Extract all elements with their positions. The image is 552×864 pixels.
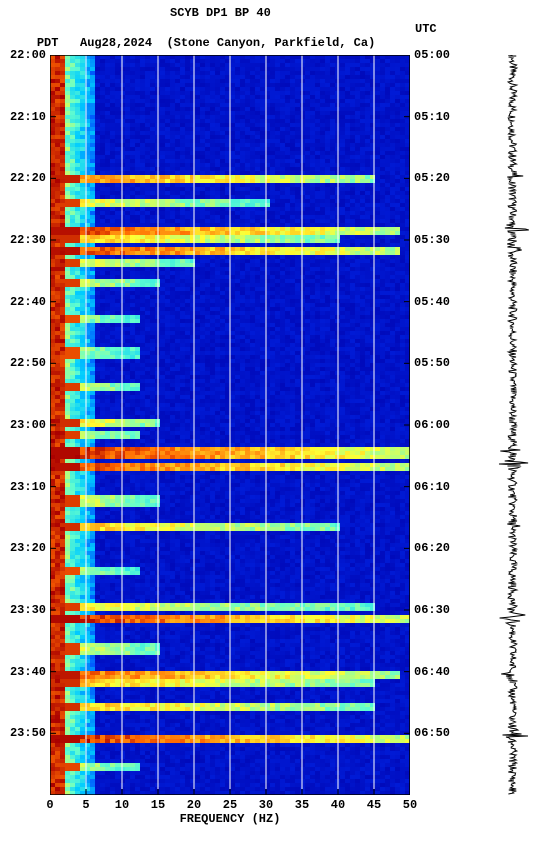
tz-right-label: UTC bbox=[415, 22, 437, 36]
right-time-tick: 06:20 bbox=[414, 541, 450, 555]
left-time-tick: 22:20 bbox=[10, 171, 46, 185]
header-date: Aug28,2024 bbox=[80, 36, 152, 50]
left-time-tick: 23:50 bbox=[10, 726, 46, 740]
left-time-tick: 23:00 bbox=[10, 418, 46, 432]
freq-tick: 45 bbox=[367, 798, 381, 812]
left-time-tick: 22:30 bbox=[10, 233, 46, 247]
left-time-tick: 22:50 bbox=[10, 356, 46, 370]
left-time-tick: 22:00 bbox=[10, 48, 46, 62]
x-axis-label: FREQUENCY (HZ) bbox=[50, 812, 410, 826]
freq-tick: 20 bbox=[187, 798, 201, 812]
spectrogram-plot bbox=[50, 55, 410, 795]
freq-tick: 50 bbox=[403, 798, 417, 812]
right-time-tick: 05:40 bbox=[414, 295, 450, 309]
right-time-tick: 05:20 bbox=[414, 171, 450, 185]
left-time-tick: 22:40 bbox=[10, 295, 46, 309]
right-time-tick: 06:40 bbox=[414, 665, 450, 679]
left-time-tick: 23:30 bbox=[10, 603, 46, 617]
freq-tick: 10 bbox=[115, 798, 129, 812]
left-time-tick: 23:20 bbox=[10, 541, 46, 555]
freq-tick: 35 bbox=[295, 798, 309, 812]
right-time-tick: 06:50 bbox=[414, 726, 450, 740]
freq-tick: 40 bbox=[331, 798, 345, 812]
freq-tick: 25 bbox=[223, 798, 237, 812]
freq-tick: 5 bbox=[82, 798, 89, 812]
right-time-tick: 05:30 bbox=[414, 233, 450, 247]
right-time-tick: 06:10 bbox=[414, 480, 450, 494]
header-location: (Stone Canyon, Parkfield, Ca) bbox=[166, 36, 375, 50]
left-time-tick: 23:40 bbox=[10, 665, 46, 679]
right-time-tick: 05:50 bbox=[414, 356, 450, 370]
y-axis-right-ticks: 05:0005:1005:2005:3005:4005:5006:0006:10… bbox=[414, 55, 458, 795]
spectrogram-canvas bbox=[50, 55, 410, 795]
left-time-tick: 22:10 bbox=[10, 110, 46, 124]
freq-tick: 30 bbox=[259, 798, 273, 812]
y-axis-left-ticks: 22:0022:1022:2022:3022:4022:5023:0023:10… bbox=[2, 55, 46, 795]
header-title: SCYB DP1 BP 40 bbox=[170, 6, 271, 20]
right-time-tick: 06:00 bbox=[414, 418, 450, 432]
freq-tick: 0 bbox=[46, 798, 53, 812]
waveform-canvas bbox=[485, 55, 540, 795]
right-time-tick: 05:10 bbox=[414, 110, 450, 124]
right-time-tick: 06:30 bbox=[414, 603, 450, 617]
freq-tick: 15 bbox=[151, 798, 165, 812]
waveform-plot bbox=[485, 55, 540, 795]
right-time-tick: 05:00 bbox=[414, 48, 450, 62]
left-time-tick: 23:10 bbox=[10, 480, 46, 494]
